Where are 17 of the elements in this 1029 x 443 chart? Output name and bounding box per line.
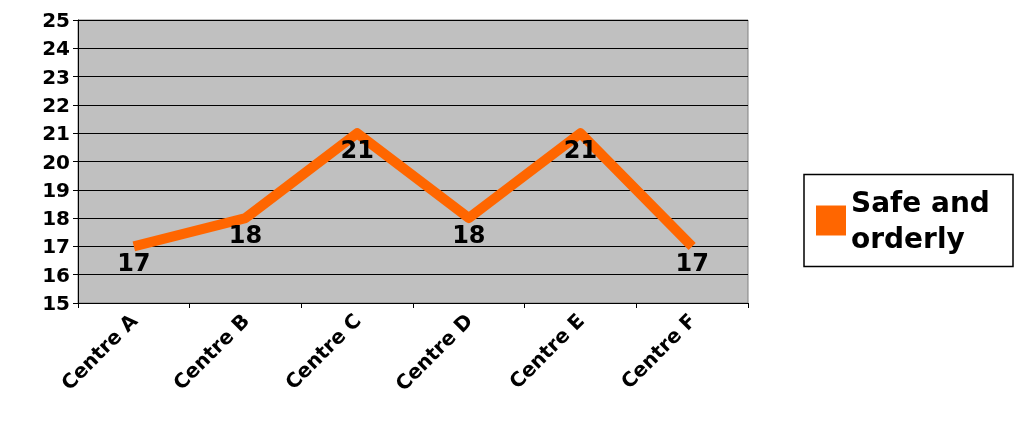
- y-tick-label: 22: [42, 92, 70, 117]
- data-label: 18: [228, 221, 263, 250]
- legend-label: Safe and orderly: [851, 186, 1000, 255]
- y-tick-label: 21: [42, 121, 70, 146]
- y-tick-label: 23: [42, 64, 70, 89]
- y-tick-label: 19: [42, 177, 70, 202]
- data-label: 21: [340, 136, 374, 165]
- data-label: 17: [117, 249, 151, 278]
- y-tick-label: 18: [42, 206, 70, 231]
- y-tick-label: 25: [42, 8, 70, 32]
- y-tick-label: 17: [42, 234, 70, 259]
- y-tick-label: 20: [42, 149, 70, 174]
- y-tick-label: 16: [42, 262, 70, 287]
- y-tick-label: 15: [42, 291, 70, 315]
- data-label: 17: [675, 249, 709, 278]
- data-label: 18: [452, 221, 486, 250]
- y-tick-label: 24: [42, 36, 70, 61]
